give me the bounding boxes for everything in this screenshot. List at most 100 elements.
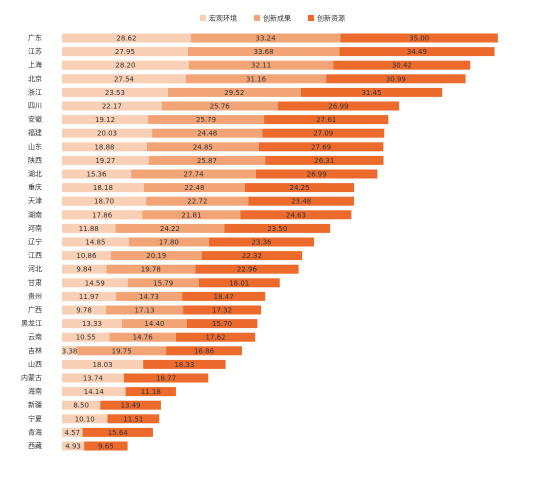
value-label: 11.97 xyxy=(79,293,99,301)
bar-segment xyxy=(123,373,209,383)
bar-segment xyxy=(182,291,266,301)
value-label: 15.79 xyxy=(153,279,173,287)
value-label: 21.81 xyxy=(181,211,201,219)
bar-segment xyxy=(125,387,176,397)
value-label: 31.16 xyxy=(246,75,267,83)
bar-segment xyxy=(62,400,101,410)
bar-segment xyxy=(62,387,126,397)
category-label: 云南 xyxy=(28,332,42,341)
bar-segment xyxy=(62,210,143,220)
value-label: 30.99 xyxy=(386,75,406,83)
bar-segment xyxy=(100,400,161,410)
bar-segment xyxy=(62,74,186,84)
category-label: 福建 xyxy=(28,128,42,137)
value-label: 14.59 xyxy=(85,279,105,287)
bar-segment xyxy=(240,210,352,220)
value-label: 18.01 xyxy=(229,279,249,287)
bar-segment xyxy=(265,155,384,165)
value-label: 27.69 xyxy=(311,143,331,151)
bar-segment xyxy=(148,155,266,165)
bar-segment xyxy=(110,251,202,261)
legend-swatch xyxy=(200,15,206,21)
category-label: 北京 xyxy=(28,74,42,83)
bar-segment xyxy=(109,332,176,342)
category-label: 内蒙古 xyxy=(21,373,42,382)
bar-segment xyxy=(186,319,258,329)
bar-segment xyxy=(142,210,241,220)
value-label: 34.49 xyxy=(407,48,427,56)
value-label: 11.88 xyxy=(79,225,99,233)
value-label: 9.78 xyxy=(76,307,92,315)
value-label: 18.47 xyxy=(214,293,234,301)
value-label: 19.27 xyxy=(95,157,115,165)
value-label: 20.19 xyxy=(146,252,166,260)
bar-segment xyxy=(62,128,153,138)
value-label: 11.51 xyxy=(123,415,143,423)
category-label: 吉林 xyxy=(28,346,42,355)
category-label: 山东 xyxy=(28,142,42,151)
value-label: 17.80 xyxy=(159,239,179,247)
value-label: 19.75 xyxy=(112,347,132,355)
bar-segment xyxy=(146,142,259,152)
bar-segment xyxy=(62,33,191,43)
bar-segment xyxy=(62,359,144,369)
value-label: 25.76 xyxy=(210,103,231,111)
value-label: 15.64 xyxy=(108,429,129,437)
bar-segment xyxy=(264,115,389,125)
value-label: 15.70 xyxy=(212,320,232,328)
bar-segment xyxy=(224,223,331,233)
value-label: 27.09 xyxy=(313,130,333,138)
value-label: 17.86 xyxy=(92,211,113,219)
value-label: 4.93 xyxy=(65,443,81,451)
bar-segment xyxy=(62,101,162,111)
bar-segment xyxy=(183,305,262,315)
value-label: 9.65 xyxy=(98,443,114,451)
bar-segment xyxy=(62,346,78,356)
value-label: 18.88 xyxy=(94,143,114,151)
bar-segment xyxy=(62,291,116,301)
bar-segment xyxy=(62,414,108,424)
legend-swatch xyxy=(308,15,314,21)
value-label: 14.14 xyxy=(84,388,105,396)
category-label: 安徽 xyxy=(28,115,42,124)
bar-segment xyxy=(152,128,263,138)
bar-segment xyxy=(166,346,242,356)
bar-segment xyxy=(121,319,187,329)
bar-segment xyxy=(62,319,122,329)
bar-segment xyxy=(106,305,184,315)
value-label: 22.48 xyxy=(184,184,204,192)
value-label: 26.99 xyxy=(307,171,327,179)
category-label: 宁夏 xyxy=(28,414,42,423)
bar-segment xyxy=(62,237,129,247)
legend-swatch xyxy=(254,15,260,21)
value-label: 13.33 xyxy=(82,320,102,328)
category-label: 湖南 xyxy=(28,210,42,219)
category-label: 黑龙江 xyxy=(21,319,42,328)
bar-segment xyxy=(62,251,111,261)
bar-segment xyxy=(62,305,107,315)
bar-segment xyxy=(190,33,341,43)
legend-label: 创新资源 xyxy=(317,14,345,23)
category-label: 辽宁 xyxy=(28,237,42,246)
value-label: 3.38 xyxy=(62,347,78,355)
bar-segment xyxy=(84,441,128,451)
value-label: 17.32 xyxy=(212,307,232,315)
bar-segment xyxy=(131,169,256,179)
value-label: 8.50 xyxy=(73,402,89,410)
bar-segment xyxy=(340,33,498,43)
value-label: 13.49 xyxy=(121,402,141,410)
bar-segment xyxy=(198,278,280,288)
bar-segment xyxy=(339,47,495,57)
bar-segment xyxy=(161,101,278,111)
category-label: 青海 xyxy=(28,427,42,436)
value-label: 14.73 xyxy=(139,293,159,301)
bar-segment xyxy=(258,142,384,152)
value-label: 10.10 xyxy=(75,415,95,423)
value-label: 22.96 xyxy=(237,266,258,274)
value-label: 9.84 xyxy=(76,266,92,274)
bar-segment xyxy=(62,373,124,383)
value-label: 27.95 xyxy=(115,48,135,56)
bar-segment xyxy=(62,427,83,437)
value-label: 24.63 xyxy=(286,211,306,219)
